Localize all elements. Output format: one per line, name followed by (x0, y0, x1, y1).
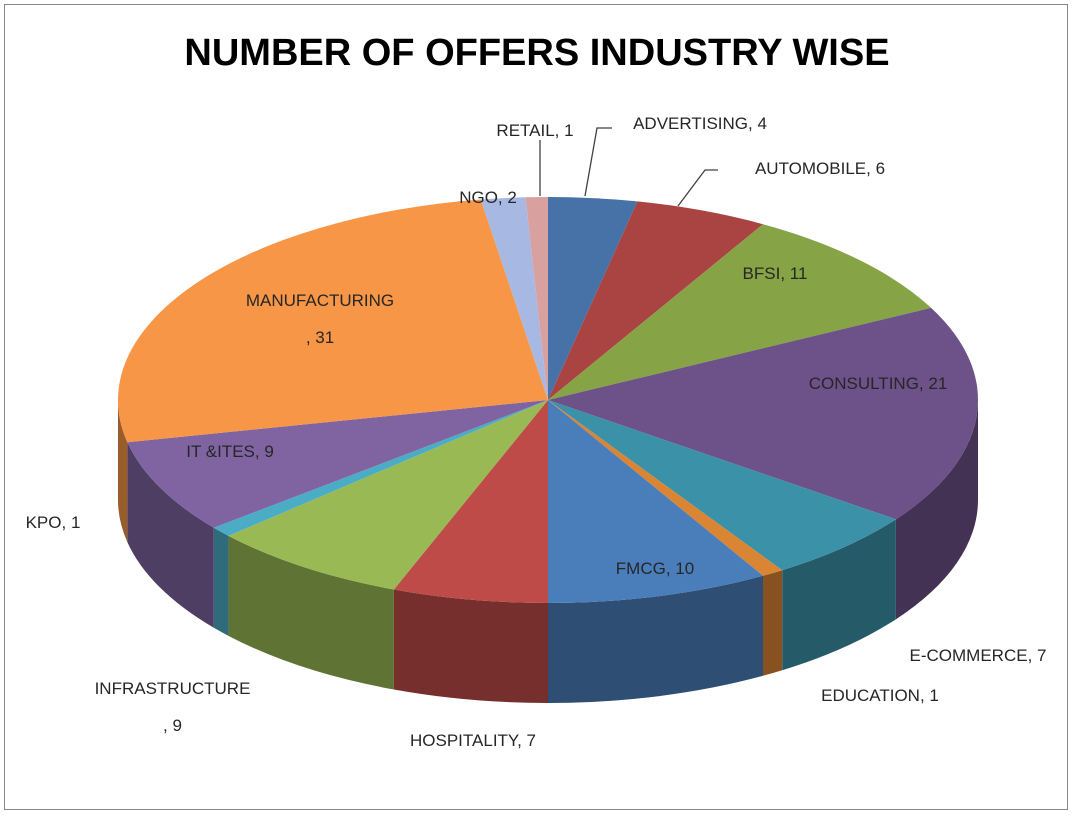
slice (393, 400, 548, 603)
slice (127, 400, 548, 528)
slice (228, 400, 548, 590)
slice-side (763, 570, 783, 676)
data-label: EDUCATION, 1 (821, 686, 939, 705)
data-label: ADVERTISING, 4 (633, 114, 767, 133)
data-label: FMCG, 10 (615, 559, 695, 578)
slice (525, 197, 548, 400)
slice-side (393, 589, 548, 703)
data-label: KPO, 1 (25, 513, 81, 532)
slice (480, 197, 548, 400)
data-label: CONSULTING, 21 (808, 374, 948, 393)
slice (548, 307, 978, 520)
chart-title: NUMBER OF OFFERS INDUSTRY WISE (184, 32, 890, 74)
slice (548, 400, 783, 576)
slice (548, 224, 932, 400)
slice (118, 199, 549, 443)
slice-side (228, 535, 394, 690)
slice-side (548, 575, 763, 703)
leader-line (584, 127, 612, 197)
slice-side (127, 442, 214, 628)
slice-side (782, 519, 896, 671)
data-label: RETAIL, 1 (496, 121, 574, 140)
data-label: HOSPITALITY, 7 (410, 731, 536, 750)
slice-side (118, 400, 128, 543)
slice (548, 201, 763, 400)
slice (213, 400, 548, 536)
data-label: INFRASTRUCTURE , 9 (94, 679, 251, 735)
data-label: IT &ITES, 9 (186, 442, 274, 461)
data-label: BFSI, 11 (742, 264, 808, 283)
slice (548, 400, 763, 603)
slice (548, 400, 896, 571)
data-label: NGO, 2 (459, 188, 517, 207)
data-label: AUTOMOBILE, 6 (754, 159, 886, 178)
data-label: MANUFACTURING , 31 (245, 291, 395, 347)
slice (548, 197, 638, 400)
slice-side (213, 527, 229, 636)
data-label: E-COMMERCE, 7 (909, 646, 1047, 665)
leader-line (677, 169, 718, 207)
slice-side (895, 400, 978, 620)
